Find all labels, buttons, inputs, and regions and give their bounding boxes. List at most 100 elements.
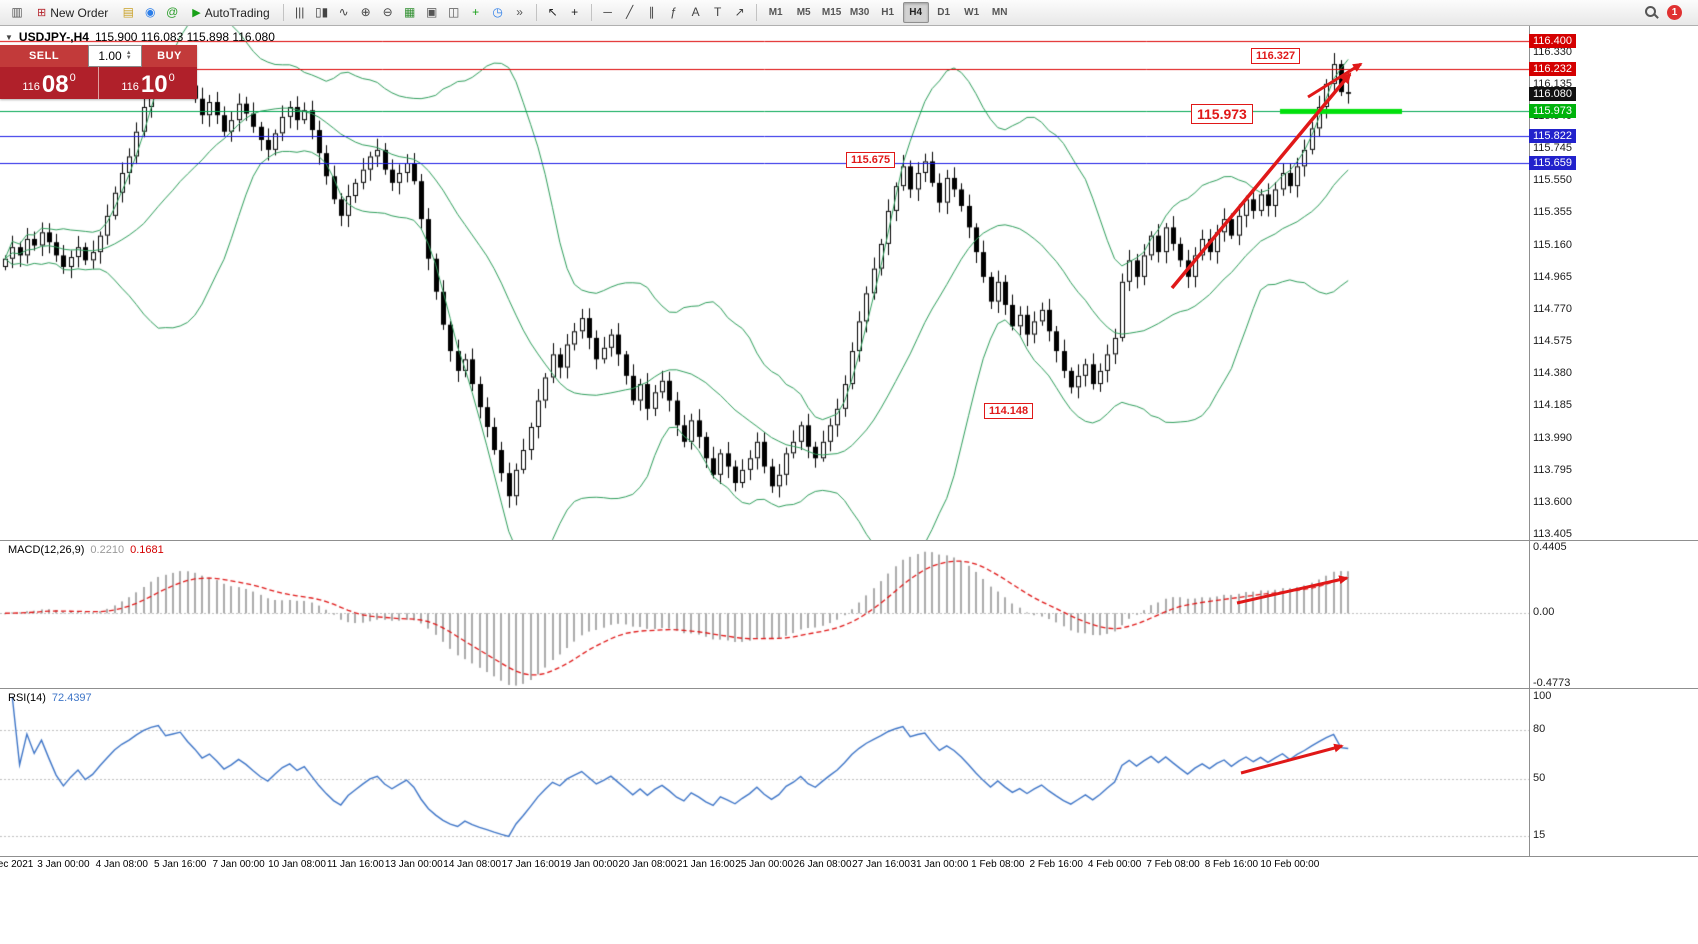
price-tick: 113.795 — [1533, 463, 1572, 476]
toolbar-group-app: ▥ — [6, 3, 28, 23]
panel-divider[interactable] — [0, 688, 1698, 689]
price-axis[interactable]: 116.330116.135115.940115.745115.550115.3… — [1529, 26, 1698, 857]
price-annotation[interactable]: 116.327 — [1251, 48, 1301, 64]
price-tick: 114.770 — [1533, 302, 1572, 315]
buy-button[interactable]: BUY — [142, 45, 197, 67]
autotrading-button[interactable]: ▶ AutoTrading — [184, 2, 277, 24]
volume-decrease-button[interactable]: ▼ — [125, 55, 132, 61]
chart-shift-icon[interactable]: » — [516, 4, 523, 19]
text-icon[interactable]: A — [691, 4, 700, 19]
price-scale-divider — [1529, 26, 1530, 857]
cursor-icon[interactable]: ↖ — [547, 4, 558, 19]
cascade-charts-icon[interactable]: ◫ — [447, 4, 460, 19]
timeframe-m1[interactable]: M1 — [768, 7, 783, 18]
volume-value: 1.00 — [98, 49, 122, 63]
chart-info-line: ▼ USDJPY-,H4 115.900 116.083 115.898 116… — [5, 30, 275, 44]
toolbar-group-chart-tools: ||| ▯▮ ∿ ⊕ ⊖ ▦ ▣ ◫ + ◷ » — [289, 3, 531, 23]
time-tick: 4 Jan 08:00 — [95, 859, 148, 870]
line-chart-icon[interactable]: ∿ — [338, 4, 349, 19]
sell-button[interactable]: SELL — [0, 45, 88, 67]
buy-price-button[interactable]: 116 10 0 — [99, 67, 197, 99]
time-tick: 17 Jan 16:00 — [501, 859, 560, 870]
price-tick: 116.135 — [1533, 77, 1572, 90]
rsi-axis-tick: 50 — [1533, 771, 1546, 784]
arrange-charts-icon[interactable]: ▣ — [425, 4, 438, 19]
timeframe-m30[interactable]: M30 — [849, 7, 870, 18]
time-tick: 30 Dec 2021 — [0, 859, 34, 870]
new-order-label: New Order — [50, 5, 109, 20]
rsi-value: 72.4397 — [51, 692, 92, 704]
price-level-box: 115.973 — [1529, 104, 1576, 119]
timeframe-mn[interactable]: MN — [991, 7, 1008, 18]
volume-input[interactable]: 1.00 ▲ ▼ — [88, 45, 142, 67]
new-chart-icon[interactable]: + — [472, 4, 480, 19]
rsi-panel-canvas[interactable] — [0, 689, 1529, 856]
bar-chart-icon[interactable]: ||| — [294, 4, 305, 19]
profiles-icon[interactable]: ▤ — [122, 4, 134, 19]
macd-axis-tick: 0.4405 — [1533, 541, 1567, 553]
fibonacci-icon[interactable]: ƒ — [670, 4, 677, 19]
timeframe-m5[interactable]: M5 — [796, 7, 811, 18]
timeframe-h1[interactable]: H1 — [881, 7, 895, 18]
price-tick: 114.965 — [1533, 270, 1572, 283]
zoom-in-icon[interactable]: ⊕ — [360, 4, 371, 19]
time-tick: 8 Feb 16:00 — [1204, 859, 1259, 870]
timeframe-d1[interactable]: D1 — [937, 7, 951, 18]
toolbar-group-cursor-tools: ↖ + — [542, 3, 586, 23]
market-watch-icon[interactable]: ◉ — [144, 4, 156, 19]
price-annotation[interactable]: 115.675 — [846, 152, 896, 168]
time-tick: 13 Jan 00:00 — [384, 859, 443, 870]
timeframe-w1[interactable]: W1 — [964, 7, 980, 18]
candlestick-chart-icon[interactable]: ▯▮ — [315, 4, 329, 19]
price-tick: 113.405 — [1533, 527, 1572, 540]
macd-name: MACD(12,26,9) — [8, 544, 85, 556]
price-annotation[interactable]: 114.148 — [984, 403, 1034, 419]
arrows-palette-icon[interactable]: ↗ — [734, 4, 745, 19]
time-tick: 7 Feb 08:00 — [1146, 859, 1200, 870]
crosshair-icon[interactable]: + — [571, 4, 579, 19]
macd-panel-canvas[interactable] — [0, 541, 1529, 688]
volume-increase-button[interactable]: ▲ — [125, 50, 132, 56]
label-icon[interactable]: T — [713, 4, 722, 19]
zoom-out-icon[interactable]: ⊖ — [382, 4, 393, 19]
panel-divider — [0, 856, 1698, 857]
price-tick: 114.380 — [1533, 367, 1572, 380]
sell-label: SELL — [28, 50, 60, 62]
search-icon[interactable] — [1644, 5, 1659, 20]
macd-axis-tick: -0.4773 — [1533, 676, 1571, 689]
strategy-tester-icon[interactable]: ◷ — [492, 4, 503, 19]
app-chart-icon[interactable]: ▥ — [11, 4, 23, 19]
price-tick: 114.185 — [1533, 399, 1572, 412]
sell-price-big: 08 — [41, 71, 69, 98]
buy-price-big: 10 — [140, 71, 168, 98]
sell-price-small: 116 — [22, 81, 40, 93]
time-tick: 11 Jan 16:00 — [326, 859, 384, 870]
notification-badge[interactable]: 1 — [1667, 5, 1682, 20]
tile-windows-icon[interactable]: ▦ — [403, 4, 416, 19]
buy-price-sup: 0 — [168, 72, 175, 84]
symbol-period-label: USDJPY-,H4 — [18, 30, 89, 44]
price-annotation[interactable]: 115.973 — [1191, 104, 1253, 124]
timeframe-h4[interactable]: H4 — [902, 2, 929, 23]
channel-icon[interactable]: ∥ — [648, 4, 655, 19]
timeframe-m15[interactable]: M15 — [821, 7, 842, 18]
time-tick: 7 Jan 00:00 — [212, 859, 265, 870]
buy-price-small: 116 — [121, 81, 139, 93]
new-order-icon: ⊞ — [37, 7, 47, 19]
time-tick: 4 Feb 00:00 — [1087, 859, 1142, 870]
toolbar-separator — [755, 4, 757, 21]
price-tick: 113.990 — [1533, 431, 1572, 444]
new-order-button[interactable]: ⊞ New Order — [29, 2, 116, 24]
main-chart-canvas[interactable] — [0, 26, 1529, 540]
price-level-box: 116.400 — [1529, 34, 1576, 48]
sell-price-button[interactable]: 116 08 0 — [0, 67, 99, 99]
horizontal-line-icon[interactable]: ─ — [603, 4, 612, 19]
trendline-icon[interactable]: ╱ — [626, 4, 634, 19]
community-icon[interactable]: @ — [166, 4, 179, 19]
panel-divider[interactable] — [0, 540, 1698, 541]
price-tick: 115.745 — [1533, 142, 1572, 155]
time-tick: 5 Jan 16:00 — [154, 859, 207, 870]
price-level-box: 116.232 — [1529, 61, 1576, 76]
one-click-collapse-arrow[interactable]: ▼ — [5, 32, 13, 42]
